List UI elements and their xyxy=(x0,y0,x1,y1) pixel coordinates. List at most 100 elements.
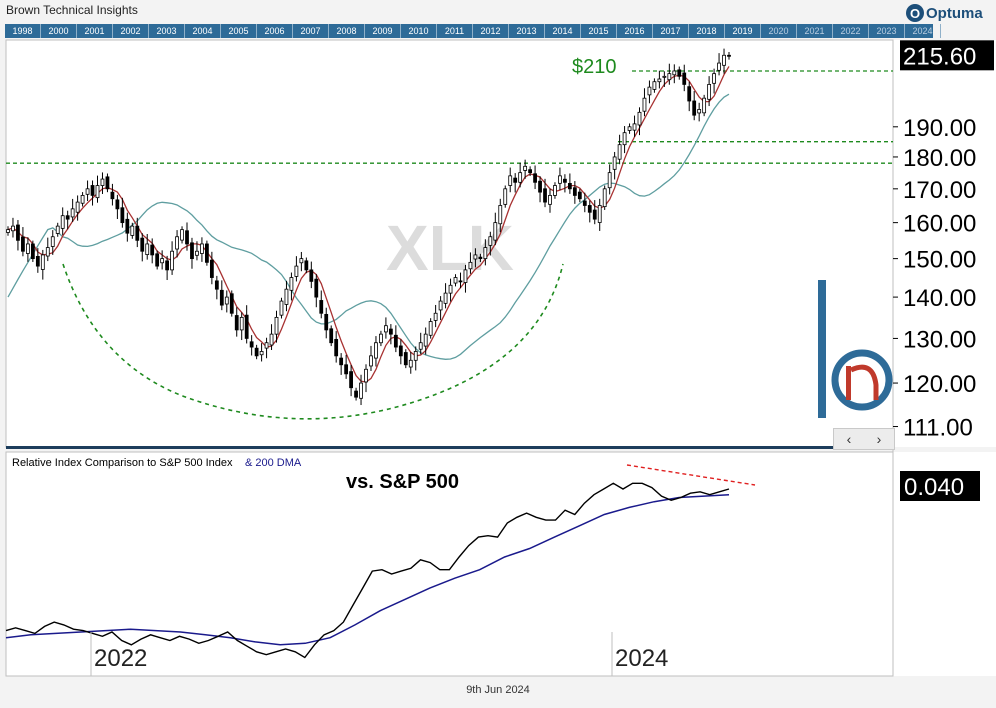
candle-body xyxy=(592,209,597,220)
candle-body xyxy=(25,243,30,254)
timeline-year-2020[interactable]: 2020 xyxy=(761,24,797,38)
price-tick-label: 190.00 xyxy=(903,115,976,142)
last-price-box xyxy=(900,40,994,71)
timeline-year-2022[interactable]: 2022 xyxy=(833,24,869,38)
candle-body xyxy=(259,351,264,356)
candle-body xyxy=(488,236,493,246)
relative-value-label: 0.040 xyxy=(904,474,964,501)
candle-body xyxy=(180,229,184,241)
timeline-year-2015[interactable]: 2015 xyxy=(581,24,617,38)
candle-body xyxy=(672,70,677,76)
candle-body xyxy=(657,78,662,83)
timeline-year-1998[interactable]: 1998 xyxy=(5,24,41,38)
candle-body xyxy=(70,208,75,218)
candle-body xyxy=(55,225,60,234)
price-level-annotation: $210 xyxy=(572,56,617,78)
relative-panel xyxy=(5,451,894,677)
candle-body xyxy=(428,321,433,336)
candle-body xyxy=(712,73,716,84)
candle-body xyxy=(423,333,428,347)
candle-body xyxy=(717,62,721,71)
timeline-year-2000[interactable]: 2000 xyxy=(41,24,77,38)
timeline-year-2016[interactable]: 2016 xyxy=(617,24,653,38)
candle-body xyxy=(190,242,194,260)
year-timeline[interactable]: 1998 2000 2001 2002 2003 2004 2005 2006 2007 2008… xyxy=(5,24,941,38)
candle-body xyxy=(642,97,647,112)
timeline-year-2005[interactable]: 2005 xyxy=(221,24,257,38)
x-tick-label-2024: 2024 xyxy=(615,645,668,672)
candle-body xyxy=(229,293,234,314)
timeline-year-2004[interactable]: 2004 xyxy=(185,24,221,38)
candle-body xyxy=(150,244,155,256)
timeline-year-2019[interactable]: 2019 xyxy=(725,24,761,38)
candle-body xyxy=(722,54,726,66)
timeline-year-2023[interactable]: 2023 xyxy=(869,24,905,38)
relative-trendline xyxy=(626,464,756,486)
candle-body xyxy=(607,172,612,189)
scroll-left-button[interactable]: ‹ xyxy=(846,431,852,447)
candle-body xyxy=(398,345,403,357)
candle-body xyxy=(523,165,528,171)
candle-body xyxy=(667,73,672,81)
candle-body xyxy=(548,195,552,205)
candle-body xyxy=(145,243,150,255)
price-tick-label: 130.00 xyxy=(903,326,976,353)
candle-body xyxy=(75,201,80,213)
price-tick-label: 180.00 xyxy=(903,145,976,172)
candle-body xyxy=(299,258,304,264)
candle-body xyxy=(388,328,393,335)
candle-body xyxy=(364,368,368,383)
candle-body xyxy=(249,341,254,348)
candle-body xyxy=(95,185,100,199)
timeline-year-2024[interactable]: 2024 xyxy=(905,24,941,38)
candle-body xyxy=(279,300,284,316)
brand-logo-stem xyxy=(846,366,851,400)
candle-body xyxy=(369,355,373,367)
candle-body xyxy=(558,175,562,184)
timeline-year-2001[interactable]: 2001 xyxy=(77,24,113,38)
cup-pattern-arc xyxy=(62,263,564,420)
candle-body xyxy=(448,284,453,294)
timeline-year-2017[interactable]: 2017 xyxy=(653,24,689,38)
timeline-year-2010[interactable]: 2010 xyxy=(401,24,437,38)
relative-panel-title: Relative Index Comparison to S&P 500 Ind… xyxy=(12,457,233,469)
timeline-year-2014[interactable]: 2014 xyxy=(545,24,581,38)
candle-body xyxy=(224,296,229,305)
timeline-year-2009[interactable]: 2009 xyxy=(365,24,401,38)
timeline-year-2021[interactable]: 2021 xyxy=(797,24,833,38)
timeline-year-2008[interactable]: 2008 xyxy=(329,24,365,38)
candle-body xyxy=(130,225,135,236)
candle-body xyxy=(379,333,383,344)
timeline-year-2006[interactable]: 2006 xyxy=(257,24,293,38)
candle-body xyxy=(160,258,165,264)
candle-body xyxy=(35,255,40,267)
candle-body xyxy=(493,222,498,241)
candle-body xyxy=(463,269,468,283)
timeline-year-2003[interactable]: 2003 xyxy=(149,24,185,38)
timeline-year-2011[interactable]: 2011 xyxy=(437,24,473,38)
candle-body xyxy=(214,280,219,290)
timeline-year-2018[interactable]: 2018 xyxy=(689,24,725,38)
candle-body xyxy=(707,84,712,100)
candle-body xyxy=(140,237,145,252)
candle-body xyxy=(50,236,55,247)
candle-body xyxy=(110,191,115,200)
candle-body xyxy=(453,277,458,284)
candle-body xyxy=(384,325,388,333)
candle-body xyxy=(135,225,140,241)
timeline-year-2007[interactable]: 2007 xyxy=(293,24,329,38)
candle-body xyxy=(170,250,174,271)
candle-body xyxy=(209,259,214,278)
candle-body xyxy=(205,243,209,263)
candle-body xyxy=(289,277,294,291)
timeline-year-2013[interactable]: 2013 xyxy=(509,24,545,38)
candle-body xyxy=(165,260,170,271)
scroll-right-button[interactable]: › xyxy=(876,431,882,447)
candle-body xyxy=(155,253,160,267)
timeline-year-2002[interactable]: 2002 xyxy=(113,24,149,38)
candle-body xyxy=(294,265,299,277)
candle-body xyxy=(468,261,473,270)
candle-body xyxy=(339,357,344,366)
candle-body xyxy=(354,390,358,398)
timeline-year-2012[interactable]: 2012 xyxy=(473,24,509,38)
